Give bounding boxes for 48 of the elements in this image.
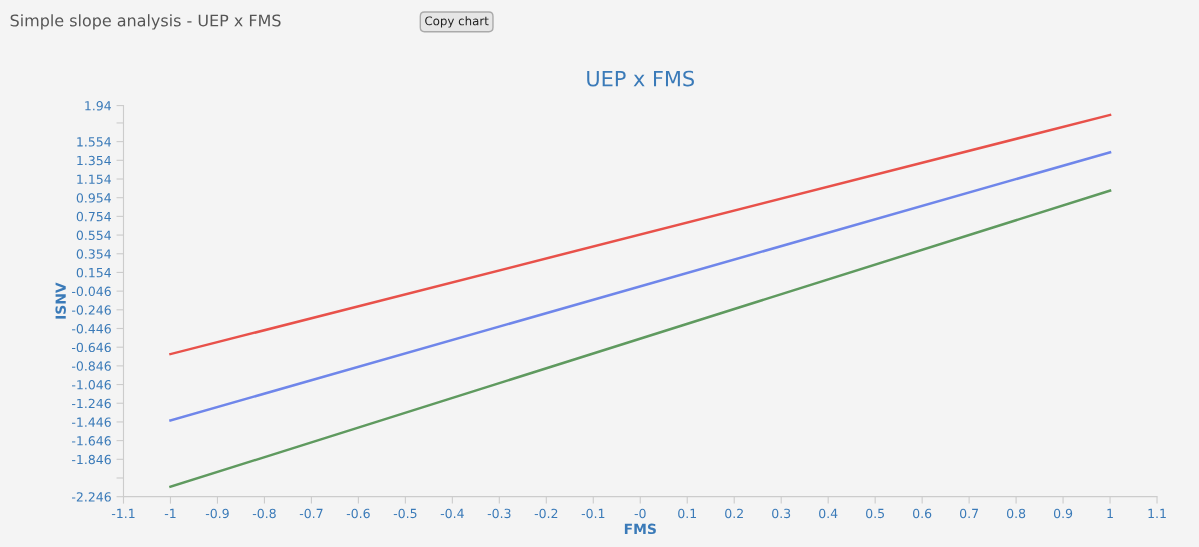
chart-title: UEP x FMS: [587, 70, 694, 87]
x-tick-label: -0.2: [534, 508, 558, 519]
x-tick-label: -0.7: [299, 508, 323, 519]
x-tick-label: -0.9: [205, 508, 229, 519]
x-axis-title: FMS: [624, 523, 656, 535]
y-tick-label: 0.954: [76, 193, 111, 203]
x-tick-label: 0.3: [772, 508, 791, 519]
x-tick-label: -0.6: [346, 508, 370, 519]
y-tick-label: 0.154: [76, 267, 111, 278]
x-tick-label: 0.6: [913, 508, 932, 519]
x-tick-label: 0.8: [1006, 508, 1026, 519]
x-tick-label: -0.3: [487, 508, 511, 519]
x-tick-label: 0.5: [866, 508, 885, 519]
x-tick-label: 1: [1107, 508, 1113, 518]
y-tick-label: 1.154: [77, 174, 111, 184]
x-tick-label: 0.1: [678, 508, 697, 519]
x-tick-label: 1.1: [1148, 508, 1166, 518]
y-tick-label: -0.446: [72, 323, 111, 334]
y-tick-label: -1.846: [72, 454, 111, 465]
y-tick-label: 1.94: [85, 101, 111, 111]
x-tick-label: -0: [634, 508, 646, 519]
y-tick-label: -0.846: [72, 361, 111, 371]
x-tick-label: 0.7: [960, 508, 978, 519]
x-tick-label: -0.5: [393, 508, 417, 519]
x-tick-label: -0.1: [581, 508, 605, 519]
x-tick-label: 0.4: [819, 508, 838, 519]
y-tick-label: -1.646: [72, 436, 111, 446]
x-tick-label: -0.8: [252, 508, 276, 519]
x-tick-label: -0.4: [440, 508, 464, 519]
y-axis-title: ISNV: [55, 282, 66, 319]
y-tick-label: 0.554: [76, 230, 111, 240]
y-tick-label: 1.354: [77, 155, 111, 166]
y-tick-label: -1.246: [72, 398, 111, 409]
y-tick-label: 0.354: [76, 249, 111, 259]
y-tick-label: 1.554: [77, 137, 111, 147]
x-tick-label: -1.1: [111, 508, 135, 518]
y-tick-label: -2.246: [72, 492, 111, 502]
text: Simple slope analysis - UEP x FMS: [10, 14, 281, 30]
x-tick-label: 0.9: [1053, 508, 1073, 519]
y-tick-label: -1.046: [72, 380, 111, 390]
y-tick-label: -1.446: [72, 417, 111, 427]
y-tick-label: -0.246: [72, 305, 111, 315]
text: Copy chart: [425, 16, 489, 28]
x-tick-label: -1: [164, 508, 176, 518]
y-tick-label: -0.646: [72, 342, 111, 353]
x-tick-label: 0.2: [725, 508, 743, 519]
y-tick-label: 0.754: [76, 211, 111, 222]
y-tick-label: -0.046: [72, 286, 111, 297]
